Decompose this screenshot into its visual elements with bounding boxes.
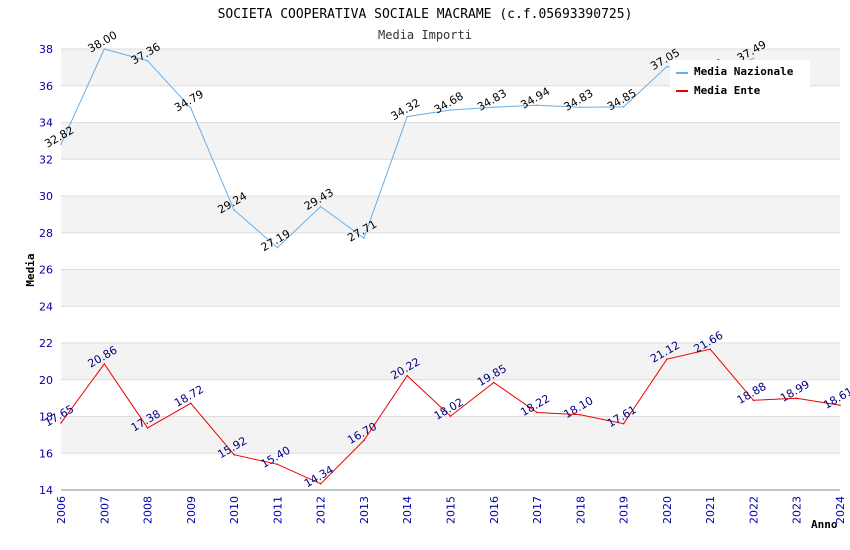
plot-band	[61, 196, 840, 233]
plot-band	[61, 306, 840, 343]
data-point-media-nazionale	[752, 57, 755, 60]
plot-band	[61, 343, 840, 380]
x-tick-label: 2020	[661, 496, 674, 524]
legend: Media Nazionale Media Ente	[670, 60, 810, 102]
data-point-media-nazionale	[536, 104, 538, 107]
x-tick-label: 2006	[55, 496, 68, 524]
x-tick-label: 2014	[401, 496, 414, 524]
data-point-media-ente	[319, 482, 322, 485]
data-point-media-ente	[449, 415, 452, 417]
y-tick-label: 18	[39, 411, 53, 424]
data-point-media-nazionale	[319, 205, 322, 208]
x-axis-ticks: 2006 2007 2008 2009 2010 2011 2012 2013 2014 2015…	[55, 496, 847, 524]
data-point-media-ente	[666, 358, 668, 360]
data-point-media-nazionale	[60, 143, 62, 145]
legend-label-media-ente: Media Ente	[694, 84, 761, 97]
data-point-media-ente	[492, 381, 495, 384]
y-tick-label: 30	[39, 190, 53, 203]
x-tick-label: 2018	[574, 496, 587, 524]
y-tick-label: 14	[39, 484, 53, 497]
data-point-media-nazionale	[622, 106, 625, 108]
data-point-media-nazionale	[276, 246, 279, 249]
y-tick-label: 24	[39, 300, 53, 313]
data-point-media-nazionale	[233, 209, 235, 211]
x-tick-label: 2021	[704, 496, 717, 524]
x-tick-label: 2013	[358, 496, 371, 524]
data-point-media-ente	[579, 413, 582, 416]
x-tick-label: 2016	[488, 496, 501, 524]
data-point-media-nazionale	[146, 59, 149, 62]
x-tick-label: 2010	[228, 496, 241, 524]
data-point-media-ente	[709, 348, 711, 351]
x-tick-label: 2022	[747, 496, 760, 524]
data-point-media-ente	[622, 422, 625, 425]
y-tick-label: 28	[39, 227, 53, 240]
data-point-media-ente	[536, 411, 538, 414]
y-axis-ticks: 14 16 18 20 22 24 26 28 30 32 34 36 38	[39, 43, 53, 497]
data-point-media-nazionale	[492, 106, 495, 109]
y-tick-label: 36	[39, 80, 53, 93]
x-tick-label: 2007	[98, 496, 111, 524]
chart-title: SOCIETA COOPERATIVA SOCIALE MACRAME (c.f…	[218, 7, 633, 22]
data-point-media-nazionale	[579, 106, 582, 109]
data-point-media-ente	[839, 404, 841, 407]
y-tick-label: 34	[39, 117, 53, 130]
chart-subtitle: Media Importi	[378, 28, 472, 42]
data-point-media-ente	[146, 427, 149, 429]
data-point-media-nazionale	[190, 107, 192, 109]
data-point-media-ente	[752, 399, 755, 402]
data-point-media-nazionale	[103, 48, 106, 50]
data-point-media-ente	[363, 439, 365, 442]
data-point-media-ente	[795, 397, 798, 400]
data-point-media-ente	[276, 463, 279, 466]
plot-band	[61, 232, 840, 270]
x-tick-label: 2023	[791, 496, 804, 524]
x-tick-label: 2009	[185, 496, 198, 524]
x-axis-label: Anno	[811, 518, 838, 531]
plot-band	[61, 379, 840, 417]
data-point-media-nazionale	[406, 115, 409, 118]
x-tick-label: 2012	[315, 496, 328, 524]
plot-band	[61, 453, 840, 490]
y-tick-label: 32	[39, 153, 53, 166]
data-point-media-ente	[233, 453, 235, 456]
legend-box	[670, 60, 810, 102]
x-tick-label: 2017	[531, 496, 544, 524]
data-point-media-ente	[103, 363, 106, 365]
y-tick-label: 22	[39, 337, 53, 350]
y-axis-label: Media	[24, 253, 37, 286]
x-tick-label: 2011	[271, 496, 284, 524]
series-layer	[60, 48, 841, 485]
plot-band	[61, 416, 840, 454]
y-tick-label: 26	[39, 264, 53, 277]
data-point-media-nazionale	[449, 109, 452, 111]
x-tick-label: 2008	[142, 496, 155, 524]
plot-band	[61, 159, 840, 196]
data-point-media-nazionale	[363, 237, 365, 239]
y-tick-label: 38	[39, 43, 53, 56]
x-tick-label: 2024	[834, 496, 847, 524]
data-point-media-ente	[406, 374, 409, 377]
plot-band	[61, 269, 840, 307]
x-tick-label: 2015	[445, 496, 458, 524]
data-point-media-ente	[60, 422, 62, 424]
data-point-media-ente	[190, 402, 192, 405]
y-tick-label: 16	[39, 447, 53, 460]
plot-band	[61, 122, 840, 160]
legend-label-media-nazionale: Media Nazionale	[694, 65, 794, 78]
x-tick-label: 2019	[618, 496, 631, 524]
data-point-media-nazionale	[666, 65, 668, 68]
y-tick-label: 20	[39, 374, 53, 387]
